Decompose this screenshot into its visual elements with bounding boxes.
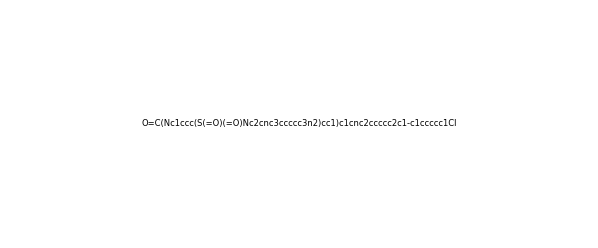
Text: O=C(Nc1ccc(S(=O)(=O)Nc2cnc3ccccc3n2)cc1)c1cnc2ccccc2c1-c1ccccc1Cl: O=C(Nc1ccc(S(=O)(=O)Nc2cnc3ccccc3n2)cc1)… (141, 120, 457, 128)
